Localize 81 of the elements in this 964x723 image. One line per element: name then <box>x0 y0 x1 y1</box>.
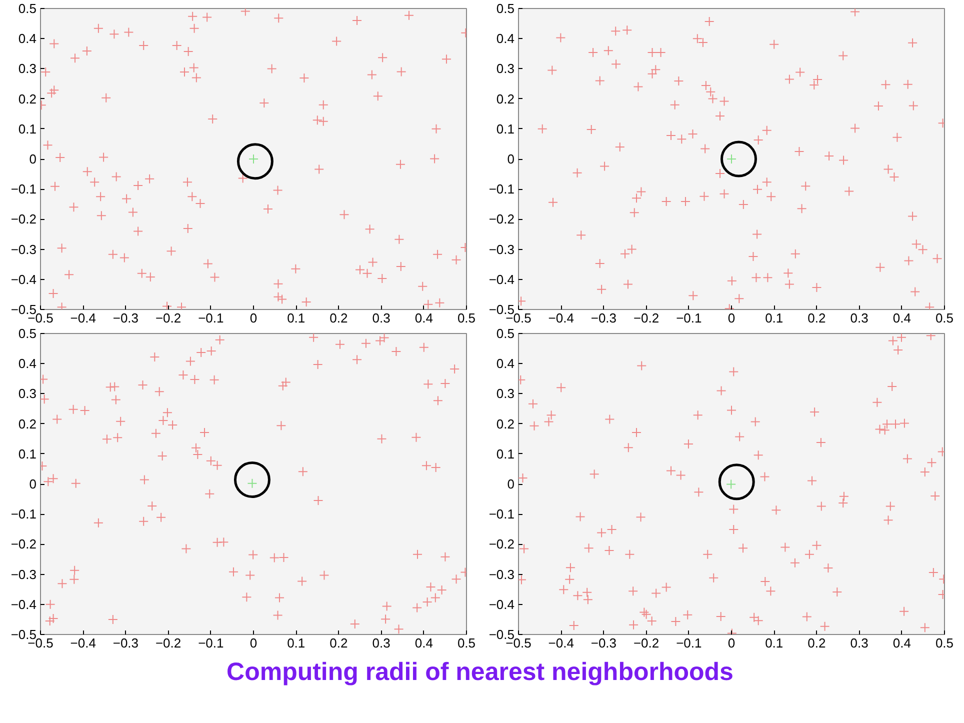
y-tick-label: 0.4 <box>18 356 37 372</box>
y-tick-label: 0 <box>507 476 515 492</box>
x-tick-label: −0.4 <box>548 636 574 650</box>
x-tick-label: −0.2 <box>155 310 182 326</box>
x-tick-label: −0.1 <box>676 636 702 650</box>
x-tick-label: −0.3 <box>112 310 139 326</box>
x-tick-label: 0.4 <box>892 310 911 326</box>
x-tick-label: −0.3 <box>112 636 139 650</box>
x-tick-label: 0.1 <box>765 636 784 650</box>
x-tick-label: 0.1 <box>287 636 306 650</box>
y-tick-label: −0.1 <box>488 506 515 522</box>
x-tick-label: 0.5 <box>457 636 476 650</box>
x-tick-label: −0.4 <box>70 636 96 650</box>
y-tick-label: −0.2 <box>488 212 515 227</box>
y-tick-label: 0.4 <box>18 31 37 46</box>
y-tick-label: −0.2 <box>488 536 515 552</box>
x-tick-label: −0.1 <box>198 310 224 326</box>
y-tick-label: 0.1 <box>18 446 37 462</box>
x-tick-label: 0 <box>728 310 736 326</box>
y-tick-label: 0.2 <box>496 91 515 106</box>
y-tick-label: 0.3 <box>18 386 37 402</box>
y-tick-label: 0.4 <box>496 31 515 46</box>
y-tick-label: 0.2 <box>18 91 37 106</box>
x-tick-label: −0.2 <box>155 636 182 650</box>
y-tick-label: 0 <box>507 152 515 166</box>
x-tick-label: −0.1 <box>676 310 702 326</box>
x-tick-label: 0.5 <box>935 310 954 326</box>
x-tick-label: −0.3 <box>590 310 617 326</box>
y-tick-label: −0.1 <box>488 182 515 197</box>
x-tick-label: 0 <box>250 636 258 650</box>
x-tick-label: 0.3 <box>372 636 390 650</box>
y-tick-label: −0.3 <box>10 566 37 582</box>
x-tick-label: 0 <box>728 636 736 650</box>
y-tick-label: 0.3 <box>18 61 37 76</box>
y-tick-label: −0.4 <box>10 596 37 612</box>
x-tick-label: 0.4 <box>414 310 433 326</box>
x-tick-label: 0.3 <box>850 310 868 326</box>
x-tick-label: 0.2 <box>330 636 348 650</box>
y-tick-label: −0.4 <box>488 272 515 287</box>
x-tick-label: 0.3 <box>372 310 390 326</box>
y-tick-label: 0.3 <box>496 61 515 76</box>
y-tick-label: −0.1 <box>10 182 37 197</box>
x-tick-label: −0.2 <box>633 636 660 650</box>
y-tick-label: 0.1 <box>496 121 515 136</box>
x-tick-label: 0.5 <box>457 310 476 326</box>
y-tick-label: 0.3 <box>496 386 515 402</box>
y-tick-label: −0.3 <box>488 566 515 582</box>
y-tick-label: 0.2 <box>18 416 37 432</box>
x-tick-label: 0.1 <box>287 310 306 326</box>
y-tick-label: 0.1 <box>18 121 37 136</box>
y-tick-label: −0.4 <box>488 596 515 612</box>
x-tick-label: 0.2 <box>808 636 826 650</box>
x-tick-label: 0.2 <box>330 310 348 326</box>
x-tick-label: 0.3 <box>850 636 868 650</box>
y-tick-label: 0.5 <box>496 1 515 16</box>
x-tick-label: −0.3 <box>590 636 617 650</box>
y-tick-label: 0.5 <box>18 1 37 16</box>
y-tick-label: 0 <box>29 476 37 492</box>
text: Computing radii of nearest neighborhoods <box>226 657 734 688</box>
y-tick-label: −0.2 <box>10 536 37 552</box>
x-tick-label: −0.4 <box>70 310 96 326</box>
x-tick-label: 0.1 <box>765 310 784 326</box>
y-tick-label: −0.3 <box>488 242 515 257</box>
y-tick-label: −0.2 <box>10 212 37 227</box>
y-tick-label: −0.4 <box>10 272 37 287</box>
x-tick-label: 0.4 <box>892 636 911 650</box>
x-tick-label: 0 <box>250 310 258 326</box>
y-tick-label: 0.2 <box>496 416 515 432</box>
y-tick-label: −0.3 <box>10 242 37 257</box>
y-tick-label: −0.1 <box>10 506 37 522</box>
y-tick-label: 0.4 <box>496 356 515 372</box>
x-tick-label: 0.2 <box>808 310 826 326</box>
y-tick-label: 0.5 <box>496 326 515 341</box>
y-tick-label: 0.1 <box>496 446 515 462</box>
x-tick-label: −0.1 <box>198 636 224 650</box>
x-tick-label: −0.4 <box>548 310 574 326</box>
y-tick-label: 0 <box>29 152 37 166</box>
y-tick-label: 0.5 <box>18 326 37 341</box>
x-tick-label: −0.2 <box>633 310 660 326</box>
x-tick-label: 0.4 <box>414 636 433 650</box>
x-tick-label: 0.5 <box>935 636 954 650</box>
